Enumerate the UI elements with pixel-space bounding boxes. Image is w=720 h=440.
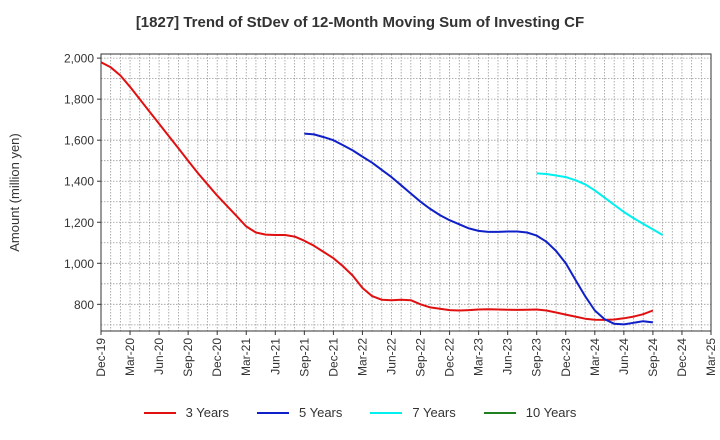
y-tick-label: 1,800 [64,93,94,107]
plot-frame [100,53,712,332]
x-tick-label: Jun-23 [501,338,515,375]
x-tick-label: Mar-21 [239,338,253,376]
legend-label: 10 Years [525,405,577,420]
y-tick-label: 1,400 [64,175,94,189]
y-tick-label: 1,600 [64,134,94,148]
legend-swatch [143,411,176,414]
x-tick-label: Mar-22 [355,338,369,376]
x-tick-label: Dec-22 [443,338,457,377]
chart-title: [1827] Trend of StDev of 12-Month Moving… [135,14,585,31]
x-tick-label: Mar-20 [123,338,137,376]
y-tick-label: 1,200 [64,216,94,230]
x-tick-label: Dec-23 [559,338,573,377]
x-axis: Dec-19 Mar-20 Jun-20 Sep-20 Dec-20 Mar-21 Jun-… [94,331,718,377]
y-tick-label: 800 [74,298,94,312]
y-axis-label: Amount (million yen) [7,133,22,252]
legend-swatch [483,411,516,414]
x-tick-label: Dec-21 [326,338,340,377]
x-tick-label: Sep-21 [297,338,311,377]
y-tick-label: 1,000 [64,257,94,271]
y-tick-label: 2,000 [64,52,94,66]
x-tick-label: Jun-24 [617,338,631,375]
x-tick-label: Sep-22 [414,338,428,377]
series-lines [100,61,664,326]
grid-lines [101,54,711,331]
legend-item: 5 Years [257,405,342,420]
legend-label: 3 Years [185,405,229,420]
legend-item: 3 Years [143,405,229,420]
series-line-5-years [304,132,654,326]
x-tick-label: Dec-20 [210,338,224,377]
legend: 3 Years 5 Years 7 Years 10 Years [0,405,720,420]
x-tick-label: Jun-21 [268,338,282,375]
legend-swatch [257,411,289,414]
legend-swatch [370,411,403,414]
x-tick-label: Sep-20 [181,338,195,377]
x-tick-label: Mar-23 [472,338,486,376]
series-line-7-years [536,172,664,236]
legend-item: 7 Years [370,405,456,420]
y-axis: 800 1,000 1,200 1,400 1,600 1,800 2,000 [64,52,101,312]
legend-label: 7 Years [412,405,456,420]
x-tick-label: Jun-20 [152,338,166,375]
x-tick-label: Dec-24 [675,338,689,377]
legend-label: 5 Years [299,405,343,420]
x-tick-label: Mar-24 [588,338,602,376]
x-tick-label: Dec-19 [94,338,108,377]
legend-item: 10 Years [483,405,577,420]
x-tick-label: Mar-25 [704,338,718,376]
x-tick-label: Jun-22 [384,338,398,375]
series-line-3-years [100,61,654,321]
x-tick-label: Sep-23 [530,338,544,377]
x-tick-label: Sep-24 [646,338,660,377]
